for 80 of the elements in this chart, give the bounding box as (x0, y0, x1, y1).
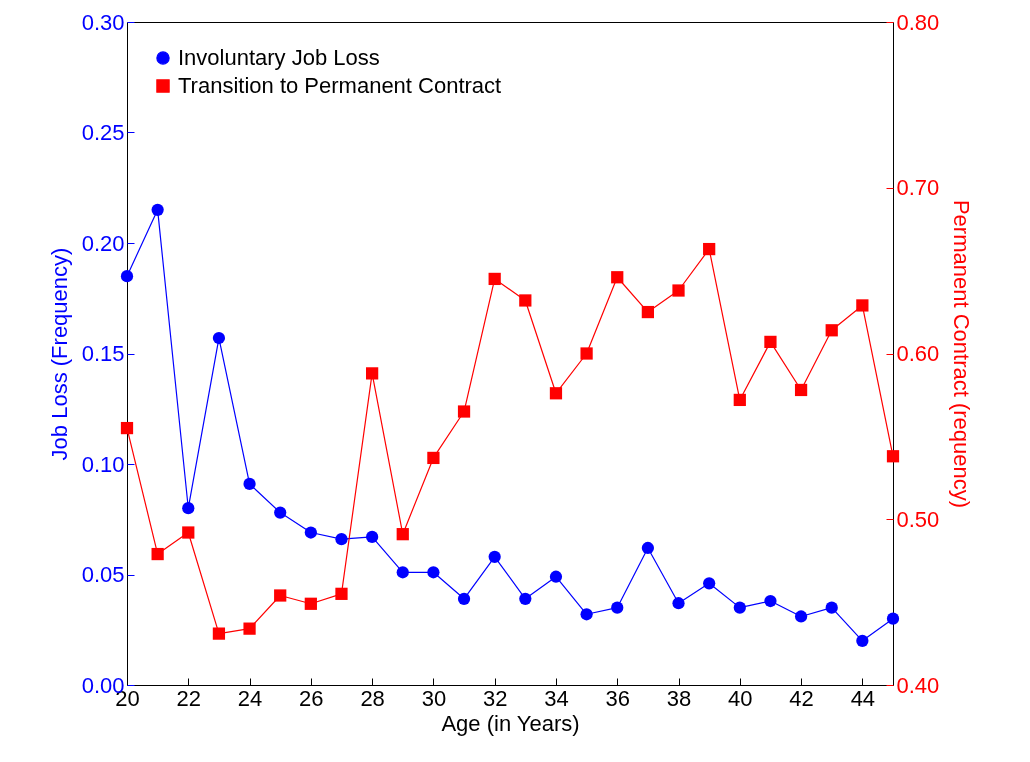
x-tick-label: 40 (728, 685, 753, 711)
point (856, 299, 869, 312)
point (549, 387, 563, 400)
y-axis-title: Job Loss (Frequency) (46, 247, 72, 461)
point (703, 242, 716, 256)
x-axis-title: Age (in Years) (441, 710, 580, 736)
x-tick-label: 42 (789, 685, 814, 711)
point (274, 589, 287, 602)
y-tick-label: 0.05 (81, 562, 125, 587)
point (120, 421, 134, 435)
point (611, 271, 624, 284)
point (427, 566, 440, 579)
y2-tick-label: 0.60 (896, 341, 940, 366)
point (886, 612, 900, 625)
point (335, 533, 348, 546)
x-tick-label: 28 (360, 685, 385, 711)
point (580, 608, 593, 621)
point (212, 627, 226, 640)
point (611, 601, 624, 614)
point (825, 601, 838, 614)
point (335, 587, 348, 600)
point (488, 550, 501, 563)
point (672, 597, 685, 610)
point (519, 592, 532, 605)
point (457, 405, 471, 418)
y2-tick-label: 0.80 (896, 9, 940, 35)
x-tick-label: 26 (299, 685, 324, 711)
point (243, 477, 256, 490)
point (672, 284, 685, 297)
y-tick-label: 0.15 (81, 341, 125, 366)
y-tick-label: 0.25 (81, 120, 125, 145)
y-tick-label: 0.10 (81, 451, 125, 477)
point (396, 528, 409, 541)
y2-axis-title: Permanent Contract (requency) (949, 199, 975, 509)
point (151, 203, 164, 216)
point (641, 541, 654, 555)
point (427, 451, 440, 465)
point (274, 506, 287, 519)
y-tick-label: 0.30 (81, 9, 125, 35)
point (212, 331, 226, 345)
x-tick-label: 32 (482, 685, 508, 711)
point (182, 502, 195, 515)
point (825, 324, 838, 337)
point (304, 526, 317, 539)
point (182, 526, 195, 539)
point (488, 272, 501, 286)
point (243, 622, 256, 635)
point (703, 577, 716, 590)
point (151, 547, 164, 561)
x-tick-label: 38 (666, 685, 692, 711)
point (641, 305, 654, 319)
point (120, 270, 134, 283)
point (733, 393, 746, 407)
point (794, 383, 808, 397)
x-tick-label: 24 (237, 685, 263, 711)
point (519, 294, 532, 307)
y2-tick-label: 0.40 (896, 672, 940, 698)
y2-tick-label: 0.70 (896, 175, 940, 201)
point (457, 592, 471, 605)
point (366, 367, 379, 380)
point (764, 335, 777, 349)
point (886, 450, 900, 463)
x-tick-label: 36 (605, 685, 630, 711)
point (366, 530, 379, 544)
legend-label: Involuntary Job Loss (178, 45, 380, 70)
point (794, 610, 808, 623)
point (396, 566, 409, 579)
point (856, 634, 869, 647)
point (764, 594, 777, 608)
point (733, 601, 746, 614)
legend-label: Transition to Permanent Contract (178, 73, 502, 98)
point (549, 570, 563, 583)
x-tick-label: 30 (421, 685, 447, 711)
y-tick-label: 0.20 (81, 230, 125, 256)
point (580, 347, 593, 360)
y2-tick-label: 0.50 (896, 506, 940, 532)
x-tick-label: 22 (176, 685, 202, 711)
x-tick-label: 44 (850, 685, 876, 711)
point (304, 597, 317, 610)
x-tick-label: 34 (544, 685, 569, 711)
